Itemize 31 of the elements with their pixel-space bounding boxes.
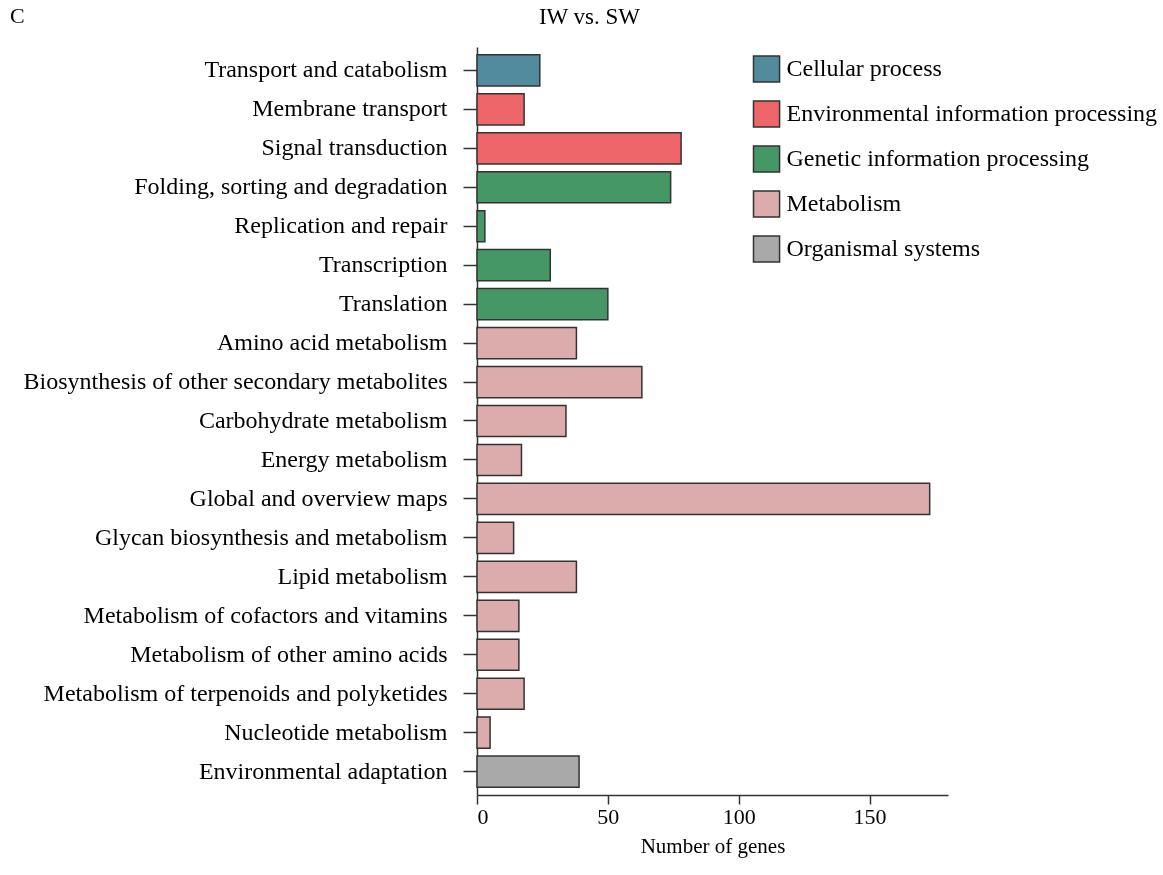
y-tick-label: Transport and catabolism	[204, 56, 448, 83]
y-tick-label: Membrane transport	[252, 95, 448, 122]
y-tick-label: Carbohydrate metabolism	[198, 407, 448, 433]
y-tick-label: Lipid metabolism	[277, 562, 448, 589]
y-tick-label: Nucleotide metabolism	[224, 718, 448, 745]
y-tick-label: Environmental adaptation	[198, 757, 448, 784]
y-tick-label: Amino acid metabolism	[216, 329, 448, 356]
y-tick-label: Energy metabolism	[260, 445, 448, 472]
y-tick-label: Signal transduction	[261, 134, 448, 161]
x-tick-label: 50	[597, 803, 620, 829]
x-tick-label: 100	[722, 803, 756, 829]
y-tick-label: Metabolism of cofactors and vitamins	[83, 601, 448, 628]
legend-label: Organismal systems	[786, 235, 981, 261]
y-tick-label: Global and overview maps	[189, 484, 448, 511]
y-tick-label: Biosynthesis of other secondary metabolites	[23, 368, 448, 395]
legend-label: Environmental information processing	[786, 100, 1158, 126]
chart-title: IW vs. SW	[538, 4, 641, 29]
text: C	[10, 3, 25, 28]
x-axis-title: Number of genes	[640, 833, 786, 858]
y-tick-label: Transcription	[319, 251, 448, 278]
y-tick-label: Replication and repair	[234, 212, 448, 239]
x-tick-label: 0	[477, 803, 489, 829]
y-tick-label: Folding, sorting and degradation	[134, 173, 448, 200]
y-tick-label: Translation	[339, 290, 448, 317]
y-tick-label: Metabolism of terpenoids and polyketides	[43, 679, 448, 706]
y-tick-label: Glycan biosynthesis and metabolism	[94, 523, 448, 550]
x-tick-label: 150	[853, 803, 887, 829]
legend-label: Metabolism	[786, 190, 902, 216]
legend-label: Genetic information processing	[786, 145, 1090, 171]
y-tick-label: Metabolism of other amino acids	[130, 640, 448, 667]
legend-label: Cellular process	[786, 55, 942, 81]
